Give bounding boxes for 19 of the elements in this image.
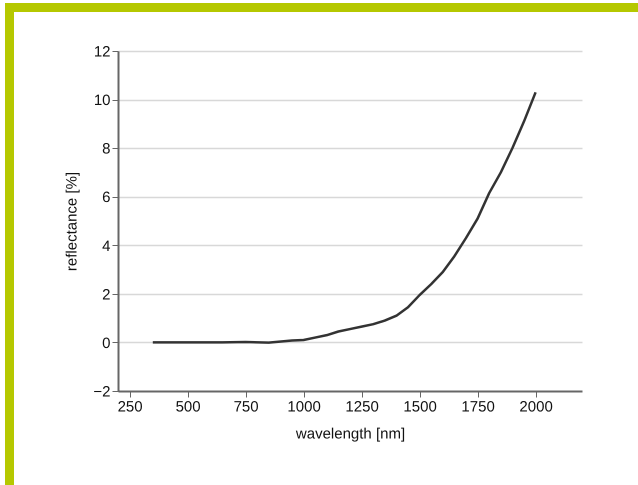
y-tick-label: 10 (94, 92, 110, 110)
y-tick-label: 0 (102, 334, 110, 352)
y-tick-label: 4 (102, 238, 110, 255)
x-tick-label: 250 (118, 398, 143, 416)
x-tick-label: 1250 (345, 398, 379, 416)
x-tick-label: 1500 (403, 398, 437, 416)
x-tick-label: 2000 (519, 398, 553, 416)
line-series (152, 91, 537, 344)
x-axis-title: wavelength [nm] (294, 426, 406, 442)
y-tick-label: 8 (102, 140, 110, 158)
x-tick-label: 1000 (287, 398, 321, 416)
y-tick-label: 2 (102, 286, 110, 304)
y-tick-label: 12 (94, 44, 110, 60)
x-tick-label: 1750 (461, 398, 495, 416)
y-tick-label: −2 (93, 384, 110, 400)
y-axis-title: reflectance [%] (63, 172, 80, 272)
x-tick-label: 500 (176, 398, 201, 416)
y-tick-label: 6 (102, 189, 110, 206)
x-tick-label: 750 (234, 398, 259, 416)
